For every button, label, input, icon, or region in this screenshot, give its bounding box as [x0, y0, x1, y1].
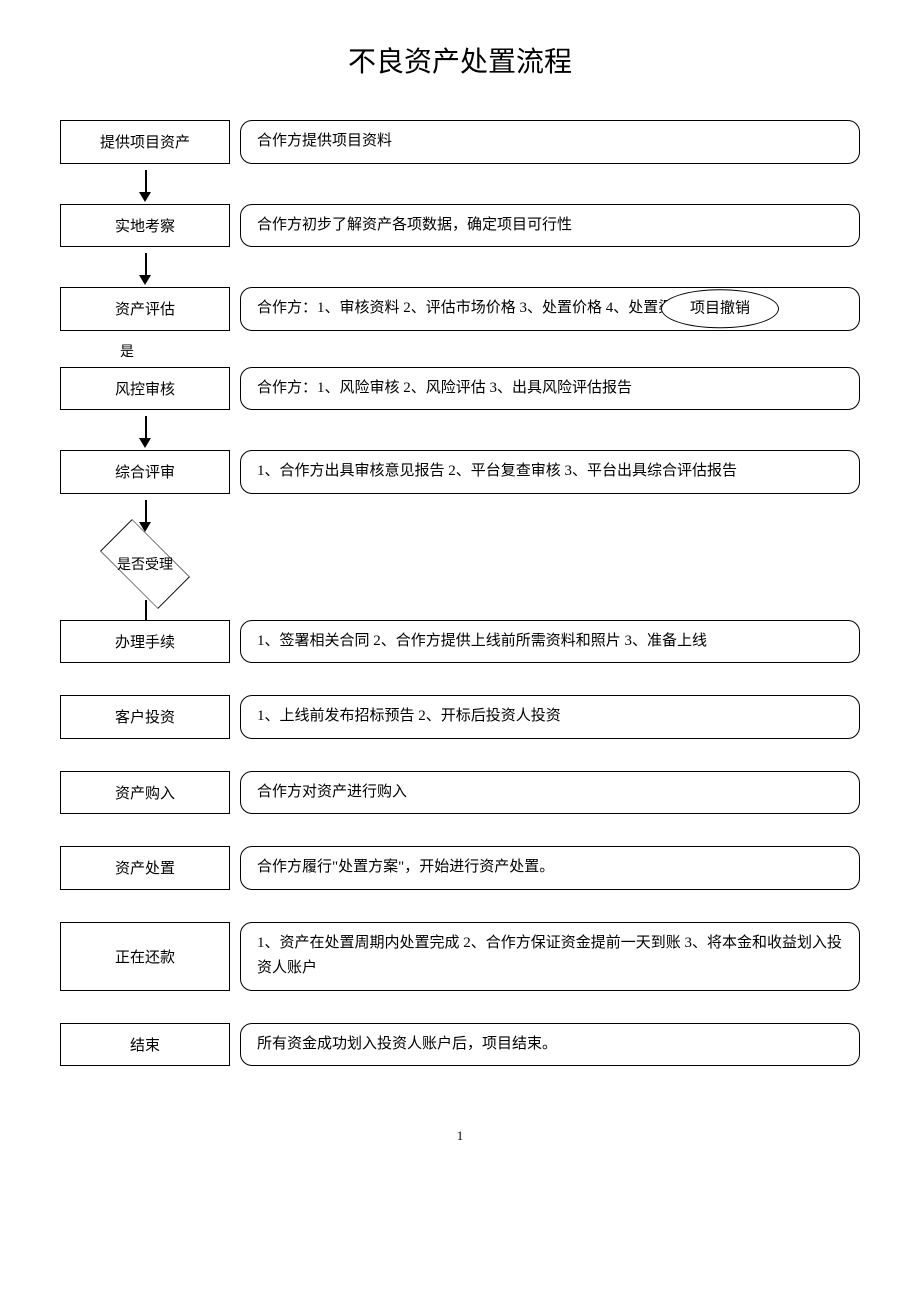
spacer: [60, 669, 860, 695]
decision-diamond: 是否受理: [90, 534, 200, 594]
step-box: 提供项目资产: [60, 120, 230, 164]
step-box: 实地考察: [60, 204, 230, 248]
step-box: 正在还款: [60, 922, 230, 991]
spacer: [60, 820, 860, 846]
step-description: 1、签署相关合同 2、合作方提供上线前所需资料和照片 3、准备上线: [240, 620, 860, 664]
spacer: [60, 997, 860, 1023]
flow-row: 风控审核合作方：1、风险审核 2、风险评估 3、出具风险评估报告: [60, 367, 860, 411]
decision-row: 是否受理: [60, 534, 860, 594]
step-box: 综合评审: [60, 450, 230, 494]
arrow-down-icon: [60, 170, 230, 204]
flow-row: 正在还款1、资产在处置周期内处置完成 2、合作方保证资金提前一天到账 3、将本金…: [60, 922, 860, 991]
yes-connector: 是: [60, 337, 860, 367]
flow-row: 实地考察合作方初步了解资产各项数据，确定项目可行性: [60, 204, 860, 248]
step-description: 1、上线前发布招标预告 2、开标后投资人投资: [240, 695, 860, 739]
step-description: 1、资产在处置周期内处置完成 2、合作方保证资金提前一天到账 3、将本金和收益划…: [240, 922, 860, 991]
connector-line: [60, 600, 230, 620]
step-box: 办理手续: [60, 620, 230, 664]
step-description: 合作方提供项目资料: [240, 120, 860, 164]
step-box: 资产购入: [60, 771, 230, 815]
arrow-down-icon: [60, 500, 230, 534]
flow-row: 提供项目资产合作方提供项目资料: [60, 120, 860, 164]
step-description: 合作方：1、审核资料 2、评估市场价格 3、处置价格 4、处置渠道项目撤销: [240, 287, 860, 331]
step-box: 资产处置: [60, 846, 230, 890]
spacer: [60, 745, 860, 771]
flow-row: 资产处置合作方履行"处置方案"，开始进行资产处置。: [60, 846, 860, 890]
step-description: 合作方：1、风险审核 2、风险评估 3、出具风险评估报告: [240, 367, 860, 411]
step-description: 所有资金成功划入投资人账户后，项目结束。: [240, 1023, 860, 1067]
step-box: 资产评估: [60, 287, 230, 331]
flowchart-container: 提供项目资产合作方提供项目资料实地考察合作方初步了解资产各项数据，确定项目可行性…: [60, 120, 860, 1098]
spacer: [60, 1072, 860, 1098]
flow-row: 结束所有资金成功划入投资人账户后，项目结束。: [60, 1023, 860, 1067]
step-box: 风控审核: [60, 367, 230, 411]
spacer: [60, 896, 860, 922]
step-description: 合作方对资产进行购入: [240, 771, 860, 815]
decision-label: 是否受理: [117, 554, 173, 574]
arrow-down-icon: [60, 253, 230, 287]
flow-row: 办理手续1、签署相关合同 2、合作方提供上线前所需资料和照片 3、准备上线: [60, 620, 860, 664]
cancel-ellipse: 项目撤销: [661, 289, 779, 329]
flow-row: 综合评审1、合作方出具审核意见报告 2、平台复查审核 3、平台出具综合评估报告: [60, 450, 860, 494]
step-box: 结束: [60, 1023, 230, 1067]
step-description: 合作方初步了解资产各项数据，确定项目可行性: [240, 204, 860, 248]
flow-row: 资产购入合作方对资产进行购入: [60, 771, 860, 815]
flow-row: 资产评估合作方：1、审核资料 2、评估市场价格 3、处置价格 4、处置渠道项目撤…: [60, 287, 860, 331]
page-title: 不良资产处置流程: [60, 40, 860, 80]
yes-label: 是: [120, 341, 134, 361]
page-number: 1: [457, 1128, 464, 1144]
step-box: 客户投资: [60, 695, 230, 739]
arrow-down-icon: [60, 416, 230, 450]
flow-row: 客户投资1、上线前发布招标预告 2、开标后投资人投资: [60, 695, 860, 739]
step-description: 合作方履行"处置方案"，开始进行资产处置。: [240, 846, 860, 890]
step-description: 1、合作方出具审核意见报告 2、平台复查审核 3、平台出具综合评估报告: [240, 450, 860, 494]
